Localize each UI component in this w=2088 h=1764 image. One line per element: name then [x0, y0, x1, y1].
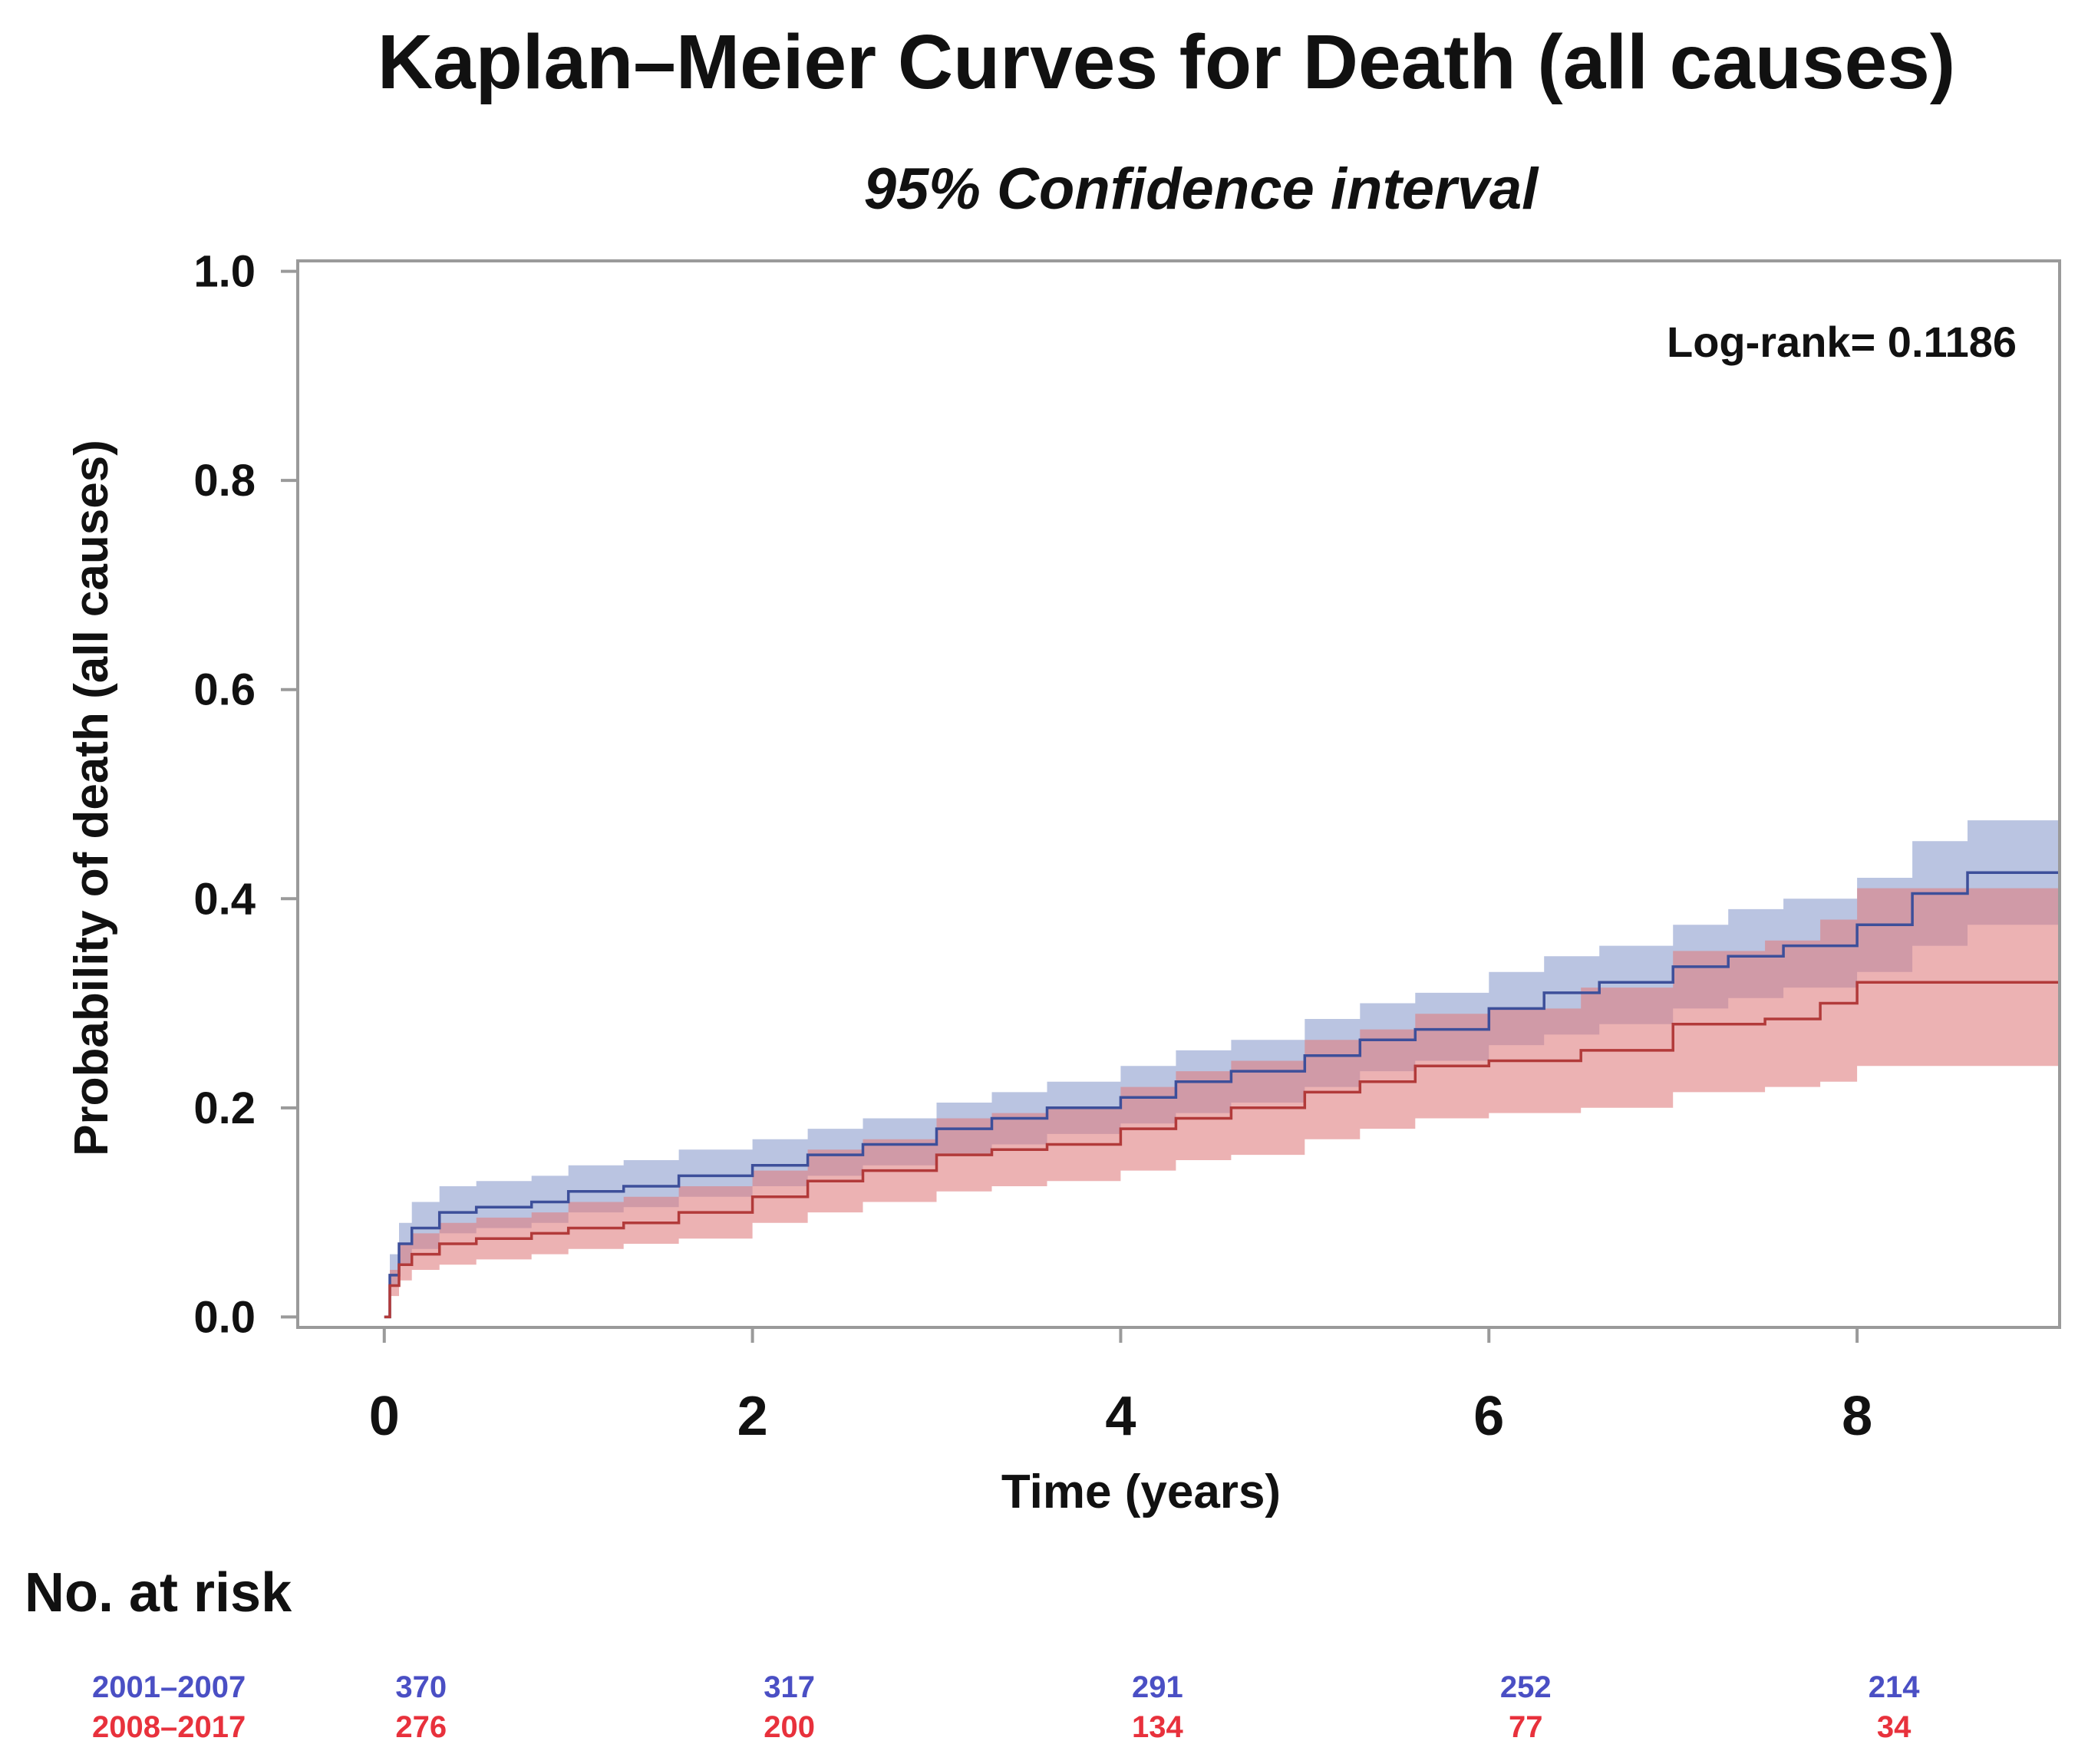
x-tick-label: 0 [369, 1386, 400, 1447]
km-curves [384, 846, 2061, 1319]
risk-row-label: 2001–2007 [92, 1670, 246, 1704]
risk-count: 34 [1877, 1710, 1912, 1744]
x-axis-label: Time (years) [1001, 1466, 1281, 1518]
confidence-bands [384, 794, 2060, 1317]
risk-count: 200 [764, 1710, 815, 1744]
plot-frame [296, 259, 2061, 1329]
y-tick-label: 1.0 [193, 247, 256, 297]
risk-count: 370 [395, 1670, 447, 1704]
ci-band-series-2 [384, 888, 2060, 1317]
ci-band-series-1 [384, 794, 2060, 1317]
y-tick-label: 0.0 [193, 1292, 256, 1342]
y-tick-label: 0.8 [193, 456, 256, 506]
x-axis: 0 2 4 6 8 [369, 1327, 1872, 1447]
log-rank-annotation: Log-rank= 0.1186 [1667, 318, 2017, 366]
risk-count: 214 [1869, 1670, 1920, 1704]
chart-subtitle: 95% Confidence interval [864, 157, 1539, 222]
y-axis: 0.0 0.2 0.4 0.6 0.8 1.0 [193, 247, 298, 1342]
y-tick-label: 0.6 [193, 665, 256, 715]
risk-count: 134 [1132, 1710, 1183, 1744]
y-axis-label: Probability of death (all causes) [65, 440, 118, 1156]
km-line-series-2 [384, 981, 2060, 1319]
x-tick-label: 2 [737, 1386, 768, 1447]
risk-row-label: 2008–2017 [92, 1710, 246, 1744]
risk-table-title: No. at risk [25, 1562, 292, 1624]
risk-table: 2001–2007 370 317 291 252 214 2008–2017 276 200 1… [92, 1670, 1920, 1744]
km-line-series-1 [384, 846, 2061, 1319]
risk-count: 291 [1132, 1670, 1183, 1704]
risk-count: 252 [1500, 1670, 1552, 1704]
chart-title: Kaplan–Meier Curves for Death (all cause… [378, 19, 1955, 105]
x-tick-label: 4 [1105, 1386, 1136, 1447]
risk-count: 77 [1509, 1710, 1543, 1744]
x-tick-label: 6 [1473, 1386, 1504, 1447]
y-tick-label: 0.4 [193, 874, 256, 924]
x-tick-label: 8 [1842, 1386, 1872, 1447]
y-tick-label: 0.2 [193, 1083, 256, 1133]
risk-count: 317 [764, 1670, 815, 1704]
risk-count: 276 [395, 1710, 447, 1744]
